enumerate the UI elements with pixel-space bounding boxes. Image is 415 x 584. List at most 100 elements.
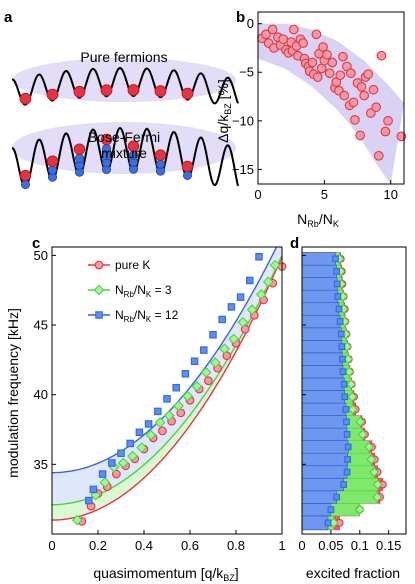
panel-b-ytick-label: −10 [232,113,254,128]
panel-d-point-green [366,454,377,465]
panel-c-point-green [255,288,267,300]
panel-d-point-blue [344,456,351,463]
panel-c-point-blue [200,346,208,354]
panel-d-point-blue [343,468,351,476]
panel-b-point [324,68,335,79]
panel-a-lattice-illustration: a Pure fermions Bose-Fermi mixture [4,9,239,190]
panel-b-point [373,150,384,161]
fermion-atom [73,143,86,155]
panel-b-points [257,24,407,161]
panel-c-point-blue [236,293,245,301]
boson-atom [20,179,31,190]
panel-c-blue-region [52,247,282,505]
bose-fermi-text: Bose-Fermi [88,129,160,145]
panel-d-bar-blue [301,465,348,479]
panel-d-bar-blue [301,302,340,316]
panel-c-point-green [269,259,281,271]
panel-b-point [363,69,374,80]
panel-b-point [355,130,366,141]
panel-b-point [312,72,323,82]
panel-d-point-blue [327,506,335,513]
panel-c-point-blue [218,315,226,324]
panel-d-bar-blue [301,327,342,341]
panel-c-point-red [222,351,232,361]
panel-b-point [339,90,350,101]
panel-c-point-blue [255,253,263,261]
panel-c-point-blue [89,485,98,494]
panel-d-bar-blue [301,390,346,404]
panel-c-point-blue [98,470,107,478]
panel-c-point-blue [172,383,180,392]
panel-d-point-blue [333,268,341,275]
panel-d-excited-fraction-chart: d 0 0.05 0.1 0.15 excited fraction [290,235,407,581]
panel-b-point [327,57,338,68]
panel-b-ytick-label: −5 [239,65,254,80]
panel-c-point-blue [117,449,125,457]
panel-d-point-green [369,467,380,477]
panel-c-point-blue [135,428,144,437]
panel-c-legend: pure K NRb/NK = 3 NRb/NK = 12 [88,258,179,324]
panel-b-ytick-label: 0 [247,16,254,31]
panel-c-point-blue [144,420,153,428]
panel-d-bar-blue [301,415,347,429]
panel-c-point-red [240,324,250,334]
panel-d-point-green [372,479,383,490]
panel-b-point [307,57,318,68]
panel-c-ytick-label: 35 [34,457,48,472]
panel-b-point [311,29,322,40]
panel-c-point-green [262,276,274,288]
panel-c-point-blue [227,303,236,311]
panel-d-bar-blue [301,440,349,454]
panel-c-point-green [228,333,240,345]
panel-b-point [396,131,407,142]
panel-d-bar-blue [301,503,332,517]
fermion-atom [154,149,167,161]
fermion-atom [181,160,194,173]
panel-d-point-blue [332,255,339,263]
fermion-atom [154,85,167,98]
panel-d-label: d [290,235,299,252]
panel-c-ytick-label: 40 [34,387,48,402]
panel-c-point-green [209,357,221,369]
panel-b-point [368,84,379,95]
panel-d-bar-blue [301,314,341,329]
panel-c-point-blue [181,370,190,378]
panel-c-point-green [145,429,157,441]
panel-d-bar-blue [301,452,348,467]
panel-c-xlabel: quasimomentum [q/kBZ] [93,565,238,583]
panel-d-point-blue [338,343,346,350]
panel-b-point [335,70,346,81]
fermion-atom [100,84,113,97]
panel-d-points [324,253,387,528]
fermion-atom [19,169,32,182]
panel-b-point [359,90,370,101]
panel-c-frame [51,246,283,535]
panel-b-shift-chart: b 0 5 10 0 −5 −10 −15 Δq/kBZ [%] NRb/NK [215,9,407,229]
panel-b-point [365,108,376,118]
panel-b-point [356,81,367,92]
panel-c-label: c [32,235,40,252]
panel-d-bar-blue [301,477,344,492]
panel-d-bar-blue [301,515,329,531]
panel-d-bar-blue [301,365,344,379]
boson-atom [47,165,58,175]
panel-d-xtick-label: 0 [298,538,305,553]
panel-b-point [383,115,393,126]
panel-d-xtick-label: 0.15 [376,538,401,553]
panel-b-point [298,38,308,48]
panel-c-ytick-label: 45 [34,318,48,333]
panel-c-fit-red [52,256,282,521]
panel-b-label: b [236,9,245,26]
panel-d-frame [301,246,407,535]
panel-d-point-blue [336,318,344,325]
panel-c-xtick-label: 0 [48,538,55,553]
panel-c-point-red [112,469,121,479]
panel-c-point-blue [190,357,199,365]
panel-d-point-blue [340,481,347,488]
panel-c-point-green [71,514,83,526]
panel-b-xtick-label: 0 [254,187,261,202]
panel-d-xtick-label: 0.05 [318,538,343,553]
panel-b-point [338,51,348,62]
panel-d-point-blue [324,519,332,527]
fermion-atom [19,92,32,105]
